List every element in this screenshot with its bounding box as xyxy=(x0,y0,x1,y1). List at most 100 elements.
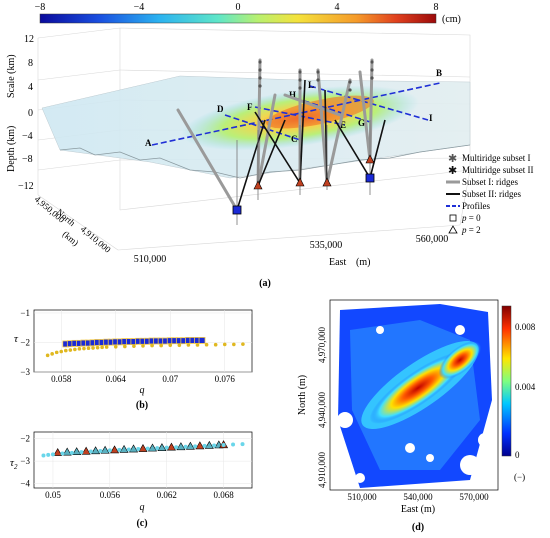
panel-a-legend: ✱ Multiridge subset I ✱ Multiridge subse… xyxy=(446,153,534,235)
map-cb-tick: 0.008 xyxy=(515,322,536,332)
panel-d: 0.008 0.004 0 (−) 4,970,000 4,940,000 4,… xyxy=(297,299,536,533)
data-point xyxy=(91,346,95,350)
data-point xyxy=(145,446,150,451)
map-cb-tick: 0 xyxy=(515,450,520,460)
legend-label: Multiridge subset I xyxy=(462,153,531,163)
data-point xyxy=(240,442,245,447)
c-ytick: −4 xyxy=(20,479,30,489)
data-point xyxy=(68,348,73,352)
data-point xyxy=(150,343,154,348)
colorbar-top-ramp xyxy=(39,13,437,24)
north-axis: 4,950,000 4,910,000 North (km) xyxy=(33,194,113,255)
c-xtick: 0.068 xyxy=(213,490,234,500)
c-ytick: −3 xyxy=(20,456,30,466)
east-axis: 510,000 535,000 560,000 East (m) xyxy=(134,234,449,268)
map-xtick: 510,000 xyxy=(347,492,377,502)
data-point xyxy=(45,353,50,358)
map-cb-unit: (−) xyxy=(514,472,525,482)
scale-axis: 12 8 4 Scale (km) xyxy=(6,34,34,98)
data-point xyxy=(119,444,129,453)
colorbar-top: −8 −4 0 4 8 (cm) xyxy=(35,2,461,25)
data-point xyxy=(81,446,91,455)
data-point xyxy=(174,445,179,450)
legend-dot-icon: ✱ xyxy=(448,165,457,177)
data-point xyxy=(63,348,68,353)
colorbar-top-tick: 0 xyxy=(236,2,241,13)
data-point xyxy=(50,452,55,457)
scale-tick: 4 xyxy=(28,82,33,93)
profile-label-h: H xyxy=(289,90,296,100)
panel-b: −1 −2 −3 0.058 0.064 0.07 0.076 q τ (b) xyxy=(14,308,253,411)
profile-label-e: E xyxy=(340,120,346,130)
marker-p2 xyxy=(365,154,375,164)
profile-label-i: I xyxy=(429,113,433,123)
data-point xyxy=(212,443,217,448)
panel-c-ticks: −2 −3 −4 0.05 0.056 0.062 0.068 xyxy=(20,434,234,500)
map-ylabel: North (m) xyxy=(297,375,308,415)
panel-c-grid xyxy=(34,432,252,488)
data-point xyxy=(195,343,200,347)
east-axis-label: East xyxy=(329,257,346,268)
data-point xyxy=(72,447,82,456)
map-anomaly-2 xyxy=(438,340,482,380)
colorbar-top-tick: 4 xyxy=(335,2,340,13)
north-axis-unit: (km) xyxy=(61,229,81,248)
b-xtick: 0.076 xyxy=(215,374,236,384)
east-tick: 535,000 xyxy=(310,240,343,251)
legend-label: p = 0 xyxy=(461,213,481,223)
c-xtick: 0.062 xyxy=(157,490,177,500)
c-ytick: −2 xyxy=(20,434,30,444)
data-point xyxy=(157,443,167,451)
data-point xyxy=(82,346,86,351)
legend-label: Multiridge subset II xyxy=(462,165,534,175)
data-point xyxy=(123,344,127,349)
data-point xyxy=(232,342,236,347)
map-yticks: 4,970,000 4,940,000 4,910,000 xyxy=(317,327,327,489)
panel-c: −2 −3 −4 0.05 0.056 0.062 0.068 q τ2 (c) xyxy=(10,431,253,529)
east-tick: 510,000 xyxy=(134,254,167,265)
data-point xyxy=(195,441,205,450)
map-xtick: 570,000 xyxy=(459,492,489,502)
map-xtick: 540,000 xyxy=(403,492,433,502)
data-point xyxy=(204,342,209,347)
data-point xyxy=(100,445,110,454)
data-point xyxy=(54,350,59,355)
data-point xyxy=(231,442,236,447)
data-point xyxy=(129,444,139,453)
data-point xyxy=(221,442,226,447)
b-ytick: −2 xyxy=(20,337,30,347)
profile-labels: A B C D E F G H I L xyxy=(145,68,442,148)
map-colorbar xyxy=(501,305,512,457)
data-point xyxy=(41,453,46,458)
b-ytick: −3 xyxy=(20,367,30,377)
data-point xyxy=(204,440,214,449)
profile-label-c: C xyxy=(291,134,298,144)
data-point xyxy=(77,347,82,351)
marker-p0 xyxy=(232,205,242,215)
map-xticks: 510,000 540,000 570,000 xyxy=(347,492,489,502)
data-point xyxy=(79,450,84,455)
legend-triangle-icon xyxy=(448,225,458,234)
data-point xyxy=(141,344,145,348)
data-point xyxy=(159,343,163,348)
colorbar-top-tick: −4 xyxy=(134,2,145,13)
panel-c-axes xyxy=(33,431,253,489)
data-point xyxy=(222,342,227,347)
data-point xyxy=(193,444,198,449)
map-ytick: 4,940,000 xyxy=(317,392,327,429)
data-point xyxy=(168,343,173,348)
data-point xyxy=(202,443,207,448)
b-xlabel: q xyxy=(140,385,145,396)
data-point xyxy=(60,451,65,456)
b-ylabel: τ xyxy=(14,333,19,345)
c-xlabel: q xyxy=(140,502,145,513)
data-point xyxy=(53,448,63,456)
data-point xyxy=(198,337,206,344)
profile-label-l: L xyxy=(308,80,314,90)
depth-axis-label: Depth (km) xyxy=(6,126,17,172)
legend-square-icon xyxy=(449,214,457,222)
data-point xyxy=(126,447,131,452)
east-axis-unit: (m) xyxy=(356,257,370,268)
map-ytick: 4,970,000 xyxy=(317,327,327,364)
